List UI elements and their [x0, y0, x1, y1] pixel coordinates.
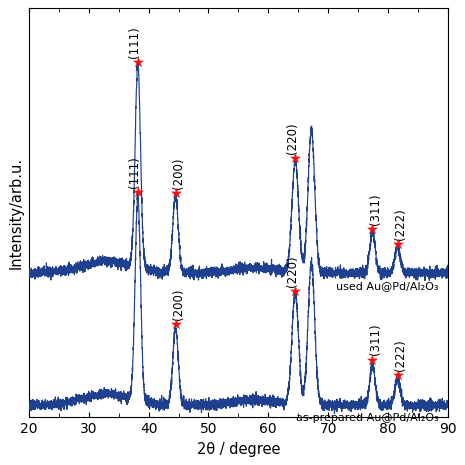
Point	[134, 59, 141, 66]
Text: (111): (111)	[128, 156, 141, 188]
Point	[394, 372, 401, 379]
Text: (220): (220)	[286, 255, 299, 287]
Text: (311): (311)	[369, 193, 382, 225]
Point	[172, 189, 179, 197]
Text: (222): (222)	[394, 208, 407, 239]
Text: (200): (200)	[172, 289, 185, 320]
Text: (111): (111)	[128, 27, 141, 58]
Text: (222): (222)	[394, 339, 407, 372]
Point	[369, 225, 376, 232]
Text: used Au@Pd/Al₂O₃: used Au@Pd/Al₂O₃	[336, 281, 439, 291]
Text: (311): (311)	[369, 324, 382, 355]
Text: (200): (200)	[172, 157, 185, 189]
Text: (220): (220)	[286, 122, 299, 153]
Point	[292, 154, 299, 161]
Y-axis label: Intensity/arb.u.: Intensity/arb.u.	[8, 157, 23, 269]
Point	[292, 287, 299, 294]
X-axis label: 2θ / degree: 2θ / degree	[197, 442, 280, 457]
Text: as-prepared Au@Pd/Al₂O₃: as-prepared Au@Pd/Al₂O₃	[296, 413, 439, 423]
Point	[134, 188, 141, 195]
Point	[172, 320, 179, 328]
Point	[369, 356, 376, 363]
Point	[394, 240, 401, 247]
